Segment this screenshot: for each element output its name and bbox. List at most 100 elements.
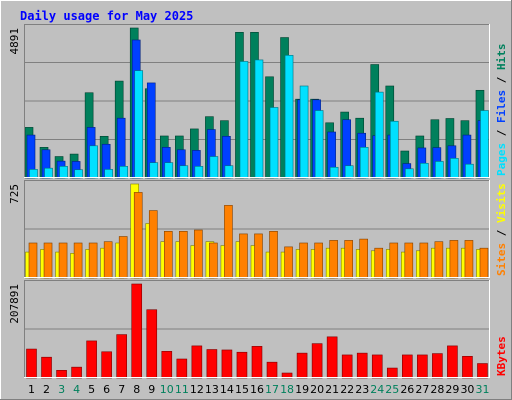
bar-pages-day-26 xyxy=(405,168,414,179)
bar-pages-day-8 xyxy=(134,70,144,179)
bar-sites-day-4 xyxy=(73,242,83,279)
bar-sites-day-3 xyxy=(58,242,68,279)
x-tick-label-24: 24 xyxy=(370,383,384,396)
bar-kbytes-day-14 xyxy=(221,349,233,379)
bar-kbytes-day-20 xyxy=(311,343,323,379)
bar-sites-day-29 xyxy=(449,240,459,279)
bar-sites-day-28 xyxy=(434,241,444,279)
bar-kbytes-day-7 xyxy=(116,334,127,379)
x-tick-label-5: 5 xyxy=(88,383,95,396)
bar-pages-day-30 xyxy=(465,163,474,179)
x-tick-label-13: 13 xyxy=(205,383,219,396)
bar-pages-day-24 xyxy=(374,91,384,179)
bar-sites-day-19 xyxy=(299,242,308,279)
bar-sites-day-8 xyxy=(133,192,143,279)
bar-pages-day-23 xyxy=(359,147,369,179)
bar-pages-day-7 xyxy=(119,166,128,179)
bar-sites-day-11 xyxy=(179,231,188,279)
bar-pages-day-5 xyxy=(89,145,98,179)
x-tick-label-18: 18 xyxy=(280,383,294,396)
bar-pages-day-4 xyxy=(74,169,83,179)
bar-kbytes-day-28 xyxy=(432,353,443,379)
bar-kbytes-day-3 xyxy=(56,370,67,379)
x-tick-label-1: 1 xyxy=(28,383,35,396)
bar-kbytes-day-13 xyxy=(206,349,218,379)
bar-pages-day-2 xyxy=(44,167,53,179)
bar-sites-day-15 xyxy=(239,233,248,279)
ymax-label-requests: 4891 xyxy=(8,28,21,55)
x-tick-label-25: 25 xyxy=(385,383,399,396)
bar-sites-day-13 xyxy=(209,242,218,279)
bar-pages-day-3 xyxy=(59,166,68,179)
legend-entry-visits: Visits xyxy=(495,183,508,223)
bar-kbytes-day-5 xyxy=(86,340,97,379)
bar-sites-day-18 xyxy=(284,246,293,279)
bar-pages-day-9 xyxy=(149,162,159,179)
x-tick-label-3: 3 xyxy=(58,383,65,396)
bar-kbytes-day-23 xyxy=(356,352,368,379)
x-tick-label-4: 4 xyxy=(73,383,80,396)
bar-kbytes-day-9 xyxy=(146,309,158,379)
bar-pages-day-31 xyxy=(480,110,489,179)
ymax-label-visits: 725 xyxy=(8,184,21,204)
bar-kbytes-day-16 xyxy=(251,346,263,379)
bar-kbytes-day-10 xyxy=(161,351,173,379)
bar-pages-day-27 xyxy=(420,162,429,179)
bar-kbytes-day-31 xyxy=(477,363,488,379)
legend-entry-hits: Hits xyxy=(495,44,508,71)
bar-kbytes-day-22 xyxy=(341,354,353,379)
bar-sites-day-2 xyxy=(43,242,53,279)
legend-entry-sites: Sites xyxy=(495,243,508,276)
legend-entry-kbytes: KBytes xyxy=(495,336,508,376)
legend-visits: Sites / Visits xyxy=(495,183,508,276)
x-tick-label-15: 15 xyxy=(235,383,249,396)
bar-sites-day-6 xyxy=(103,241,113,279)
bar-pages-day-20 xyxy=(314,110,324,179)
x-tick-label-23: 23 xyxy=(355,383,369,396)
bar-sites-day-30 xyxy=(464,240,474,279)
legend-requests: Pages / Files / Hits xyxy=(495,44,508,177)
bar-kbytes-day-6 xyxy=(101,351,112,379)
bar-pages-day-1 xyxy=(29,169,38,179)
bar-pages-day-6 xyxy=(104,169,113,179)
x-tick-label-2: 2 xyxy=(43,383,50,396)
bar-pages-day-21 xyxy=(329,166,339,179)
x-tick-label-20: 20 xyxy=(310,383,324,396)
bar-kbytes-day-30 xyxy=(462,355,473,379)
x-tick-label-11: 11 xyxy=(175,383,189,396)
x-tick-label-27: 27 xyxy=(415,383,429,396)
bar-pages-day-11 xyxy=(179,165,189,179)
bar-sites-day-23 xyxy=(359,238,369,279)
bar-kbytes-day-21 xyxy=(326,336,338,379)
x-tick-label-10: 10 xyxy=(160,383,174,396)
legend-entry-files: Files xyxy=(495,90,508,123)
x-tick-label-30: 30 xyxy=(460,383,474,396)
bar-sites-day-1 xyxy=(28,242,38,279)
bar-pages-day-19 xyxy=(299,85,309,179)
bar-kbytes-day-15 xyxy=(236,351,248,379)
x-tick-label-17: 17 xyxy=(265,383,279,396)
chart-title: Daily usage for May 2025 xyxy=(20,9,193,23)
x-tick-label-28: 28 xyxy=(430,383,444,396)
x-tick-label-12: 12 xyxy=(190,383,204,396)
bar-sites-day-21 xyxy=(329,240,338,279)
bar-pages-day-22 xyxy=(344,165,354,179)
bar-sites-day-20 xyxy=(314,242,323,279)
bar-kbytes-day-29 xyxy=(447,345,458,379)
bar-pages-day-25 xyxy=(389,120,399,179)
bar-pages-day-15 xyxy=(239,61,249,179)
x-tick-label-22: 22 xyxy=(340,383,354,396)
bar-pages-day-29 xyxy=(450,158,459,179)
legend-kbytes: KBytes xyxy=(495,336,508,376)
bar-pages-day-13 xyxy=(209,156,219,179)
bar-kbytes-day-11 xyxy=(176,358,188,379)
bar-sites-day-17 xyxy=(269,231,278,279)
legend-entry-pages: Pages xyxy=(495,143,508,176)
bar-sites-day-9 xyxy=(148,210,158,279)
bar-sites-day-31 xyxy=(479,247,489,279)
bar-kbytes-day-4 xyxy=(71,366,82,379)
bar-sites-day-10 xyxy=(163,231,173,279)
x-tick-label-26: 26 xyxy=(400,383,414,396)
bar-kbytes-day-2 xyxy=(41,356,52,379)
